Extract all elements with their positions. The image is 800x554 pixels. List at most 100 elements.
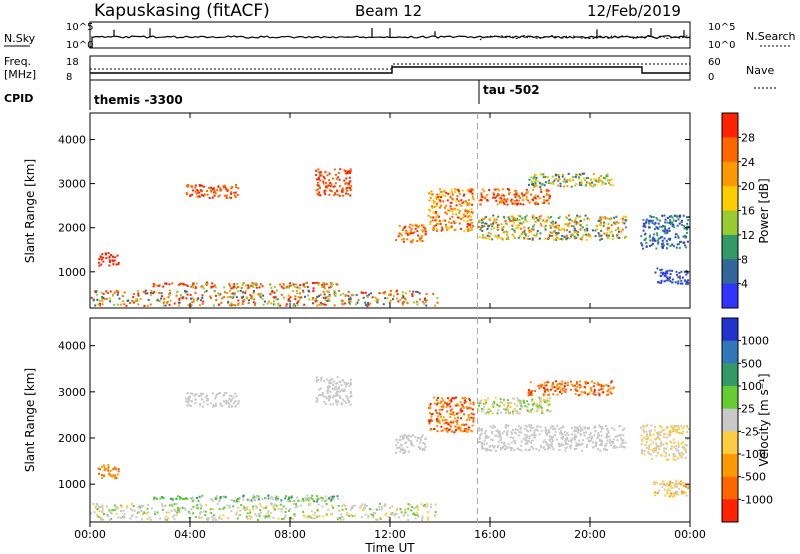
data-cell [162,304,165,307]
data-cell [244,506,247,509]
data-cell [684,485,687,488]
data-cell [341,398,344,401]
data-cell [195,393,198,396]
data-cell [682,235,685,238]
data-cell [583,426,586,429]
data-cell [559,228,562,231]
data-cell [537,219,540,222]
data-cell [107,466,110,469]
data-cell [125,304,128,307]
data-cell [372,516,375,519]
data-cell [108,473,111,476]
data-cell [310,510,313,513]
data-cell [199,404,202,407]
data-cell [497,409,500,412]
data-cell [586,227,589,230]
data-cell [187,397,190,400]
data-cell [312,297,314,299]
colorbar-swatch [722,318,738,342]
data-cell [324,299,327,302]
data-cell [526,430,529,433]
data-cell [656,234,659,237]
data-cell [445,405,448,408]
data-cell [368,293,370,296]
data-cell [314,301,317,304]
data-cell [530,193,532,196]
data-cell [248,509,251,512]
data-cell [218,194,221,197]
data-cell [619,445,622,448]
data-cell [667,488,670,491]
data-cell [295,283,298,286]
data-cell [376,518,379,521]
data-cell [183,507,186,510]
data-cell [331,495,334,498]
colorbar-tick-label: 500 [741,357,762,370]
data-cell [558,449,561,451]
data-cell [675,425,678,427]
data-cell [185,284,188,286]
data-cell [223,184,226,187]
data-cell [212,187,215,190]
data-cell [336,518,339,521]
data-cell [525,188,528,191]
data-cell [333,168,336,171]
data-cell [681,446,684,449]
data-cell [670,441,673,444]
data-cell [306,286,309,288]
data-cell [666,490,669,492]
data-cell [512,217,515,219]
data-cell [407,450,410,453]
data-cell [642,247,645,250]
data-cell [109,511,112,514]
data-cell [661,229,664,232]
data-cell [610,392,613,395]
data-cell [311,494,314,497]
x-tick-label: 08:00 [274,528,306,541]
data-cell [557,388,560,391]
data-cell [586,428,589,430]
data-cell [108,256,111,259]
data-cell [494,426,497,429]
data-cell [338,194,341,197]
data-cell [660,235,663,238]
data-cell [92,502,95,505]
data-cell [528,230,531,233]
data-cell [585,382,588,385]
data-cell [339,168,342,171]
data-cell [178,511,181,514]
data-cell [293,514,296,517]
data-cell [615,215,618,218]
data-cell [511,447,514,450]
data-cell [436,297,439,300]
data-cell [146,292,149,295]
data-cell [115,505,118,508]
data-cell [107,292,109,294]
data-cell [539,426,542,428]
data-cell [641,451,643,454]
data-cell [190,399,193,402]
data-cell [113,509,116,512]
data-cell [113,291,116,294]
data-cell [215,299,218,302]
data-cell [615,435,618,438]
data-cell [252,301,255,304]
data-cell [471,188,473,191]
data-cell [188,516,191,519]
data-cell [349,180,352,183]
data-cell [114,477,117,480]
data-cell [230,395,233,397]
data-cell [664,218,667,221]
data-cell [351,506,354,509]
data-cell [676,243,679,246]
data-cell [460,227,462,230]
data-cell [674,281,677,284]
data-cell [407,439,410,442]
data-cell [201,398,204,401]
data-cell [602,391,605,394]
data-cell [347,299,350,302]
data-cell [677,235,680,238]
data-cell [531,426,534,429]
data-cell [511,215,514,218]
